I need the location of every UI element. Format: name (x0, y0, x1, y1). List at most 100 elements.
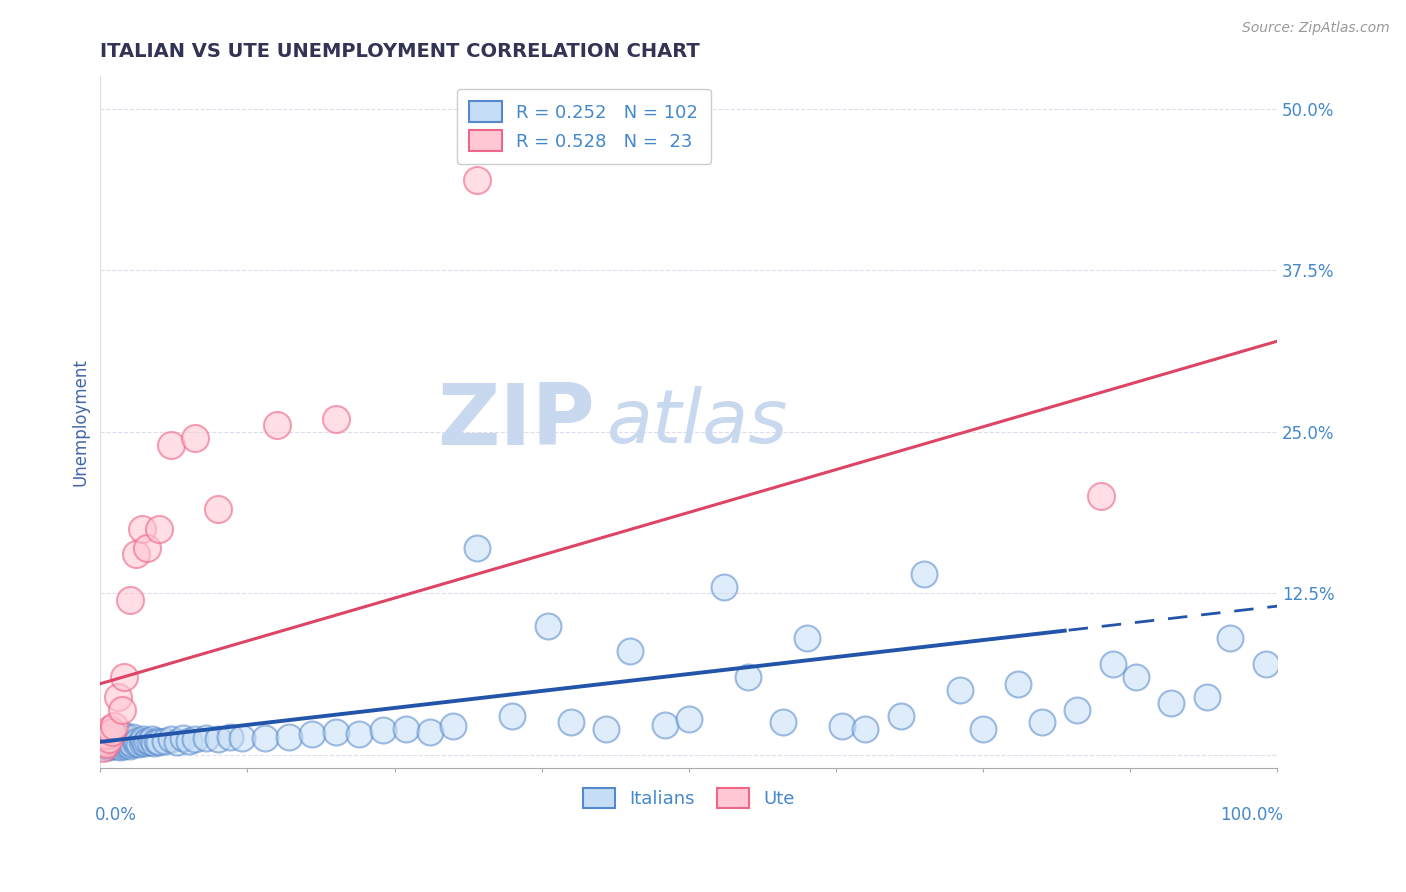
Point (395, 722, 418, 736)
Point (148, 522, 170, 536)
Point (231, 731, 253, 745)
Point (114, 738, 136, 752)
Point (110, 739, 132, 754)
Point (1066, 702, 1088, 716)
Point (146, 733, 169, 747)
Point (136, 541, 159, 555)
Point (125, 733, 148, 747)
Point (172, 731, 194, 745)
Point (111, 732, 134, 747)
Point (100, 733, 122, 747)
Point (98, 735, 121, 749)
Point (948, 683, 970, 698)
Point (122, 730, 145, 744)
Point (134, 736, 156, 750)
Point (103, 732, 125, 747)
Point (141, 732, 163, 747)
Point (1101, 657, 1123, 672)
Point (277, 730, 299, 744)
Point (441, 719, 464, 733)
Point (112, 728, 135, 742)
Point (325, 724, 347, 739)
Point (160, 732, 183, 747)
Point (97, 732, 120, 747)
Text: Source: ZipAtlas.com: Source: ZipAtlas.com (1241, 21, 1389, 35)
Point (105, 739, 128, 753)
Point (536, 618, 558, 632)
Point (1007, 676, 1029, 690)
Point (737, 670, 759, 684)
Point (100, 738, 122, 752)
Point (207, 732, 229, 747)
Point (131, 522, 153, 536)
Point (153, 733, 176, 747)
Point (1090, 489, 1112, 503)
Point (349, 727, 371, 741)
Point (96, 739, 118, 753)
Point (501, 709, 523, 723)
Point (120, 732, 142, 747)
Text: 100.0%: 100.0% (1220, 805, 1284, 823)
Point (678, 712, 700, 726)
Point (98, 730, 121, 744)
Point (465, 541, 488, 555)
Point (118, 735, 141, 749)
Point (972, 722, 994, 736)
Point (103, 735, 125, 749)
Point (465, 172, 488, 186)
Point (371, 723, 394, 738)
Point (107, 731, 129, 745)
Point (139, 735, 162, 749)
Point (1125, 670, 1147, 684)
Point (110, 733, 132, 747)
Point (91, 735, 114, 749)
Point (97, 739, 120, 754)
Point (301, 727, 323, 741)
Point (96, 730, 118, 744)
Point (148, 735, 170, 749)
Point (136, 733, 159, 747)
Point (101, 731, 124, 745)
Point (1031, 715, 1053, 730)
Point (143, 736, 166, 750)
Point (218, 730, 240, 744)
Point (177, 733, 200, 747)
Point (110, 736, 132, 750)
Point (132, 732, 155, 747)
Point (93, 735, 115, 749)
Point (115, 733, 138, 747)
Point (890, 709, 912, 723)
Point (419, 724, 441, 739)
Point (118, 592, 141, 607)
Y-axis label: Unemployment: Unemployment (72, 358, 89, 486)
Point (195, 731, 218, 745)
Point (91, 741, 114, 756)
Point (796, 632, 818, 646)
Point (112, 739, 135, 753)
Point (183, 732, 205, 747)
Point (654, 718, 676, 732)
Point (853, 722, 876, 736)
Point (96, 736, 118, 750)
Point (124, 548, 146, 562)
Point (121, 738, 143, 752)
Point (104, 730, 127, 744)
Point (595, 722, 617, 736)
Point (96, 728, 118, 742)
Point (117, 736, 139, 750)
Point (107, 735, 129, 749)
Point (560, 715, 582, 730)
Point (1195, 690, 1218, 704)
Point (108, 738, 131, 752)
Point (118, 739, 141, 753)
Point (96, 728, 118, 742)
Text: ITALIAN VS UTE UNEMPLOYMENT CORRELATION CHART: ITALIAN VS UTE UNEMPLOYMENT CORRELATION … (100, 42, 700, 61)
Point (207, 502, 229, 516)
Point (1254, 657, 1277, 672)
Point (160, 437, 183, 451)
Text: atlas: atlas (606, 386, 787, 458)
Point (1219, 632, 1241, 646)
Point (107, 690, 129, 704)
Point (96, 738, 118, 752)
Point (713, 580, 735, 594)
